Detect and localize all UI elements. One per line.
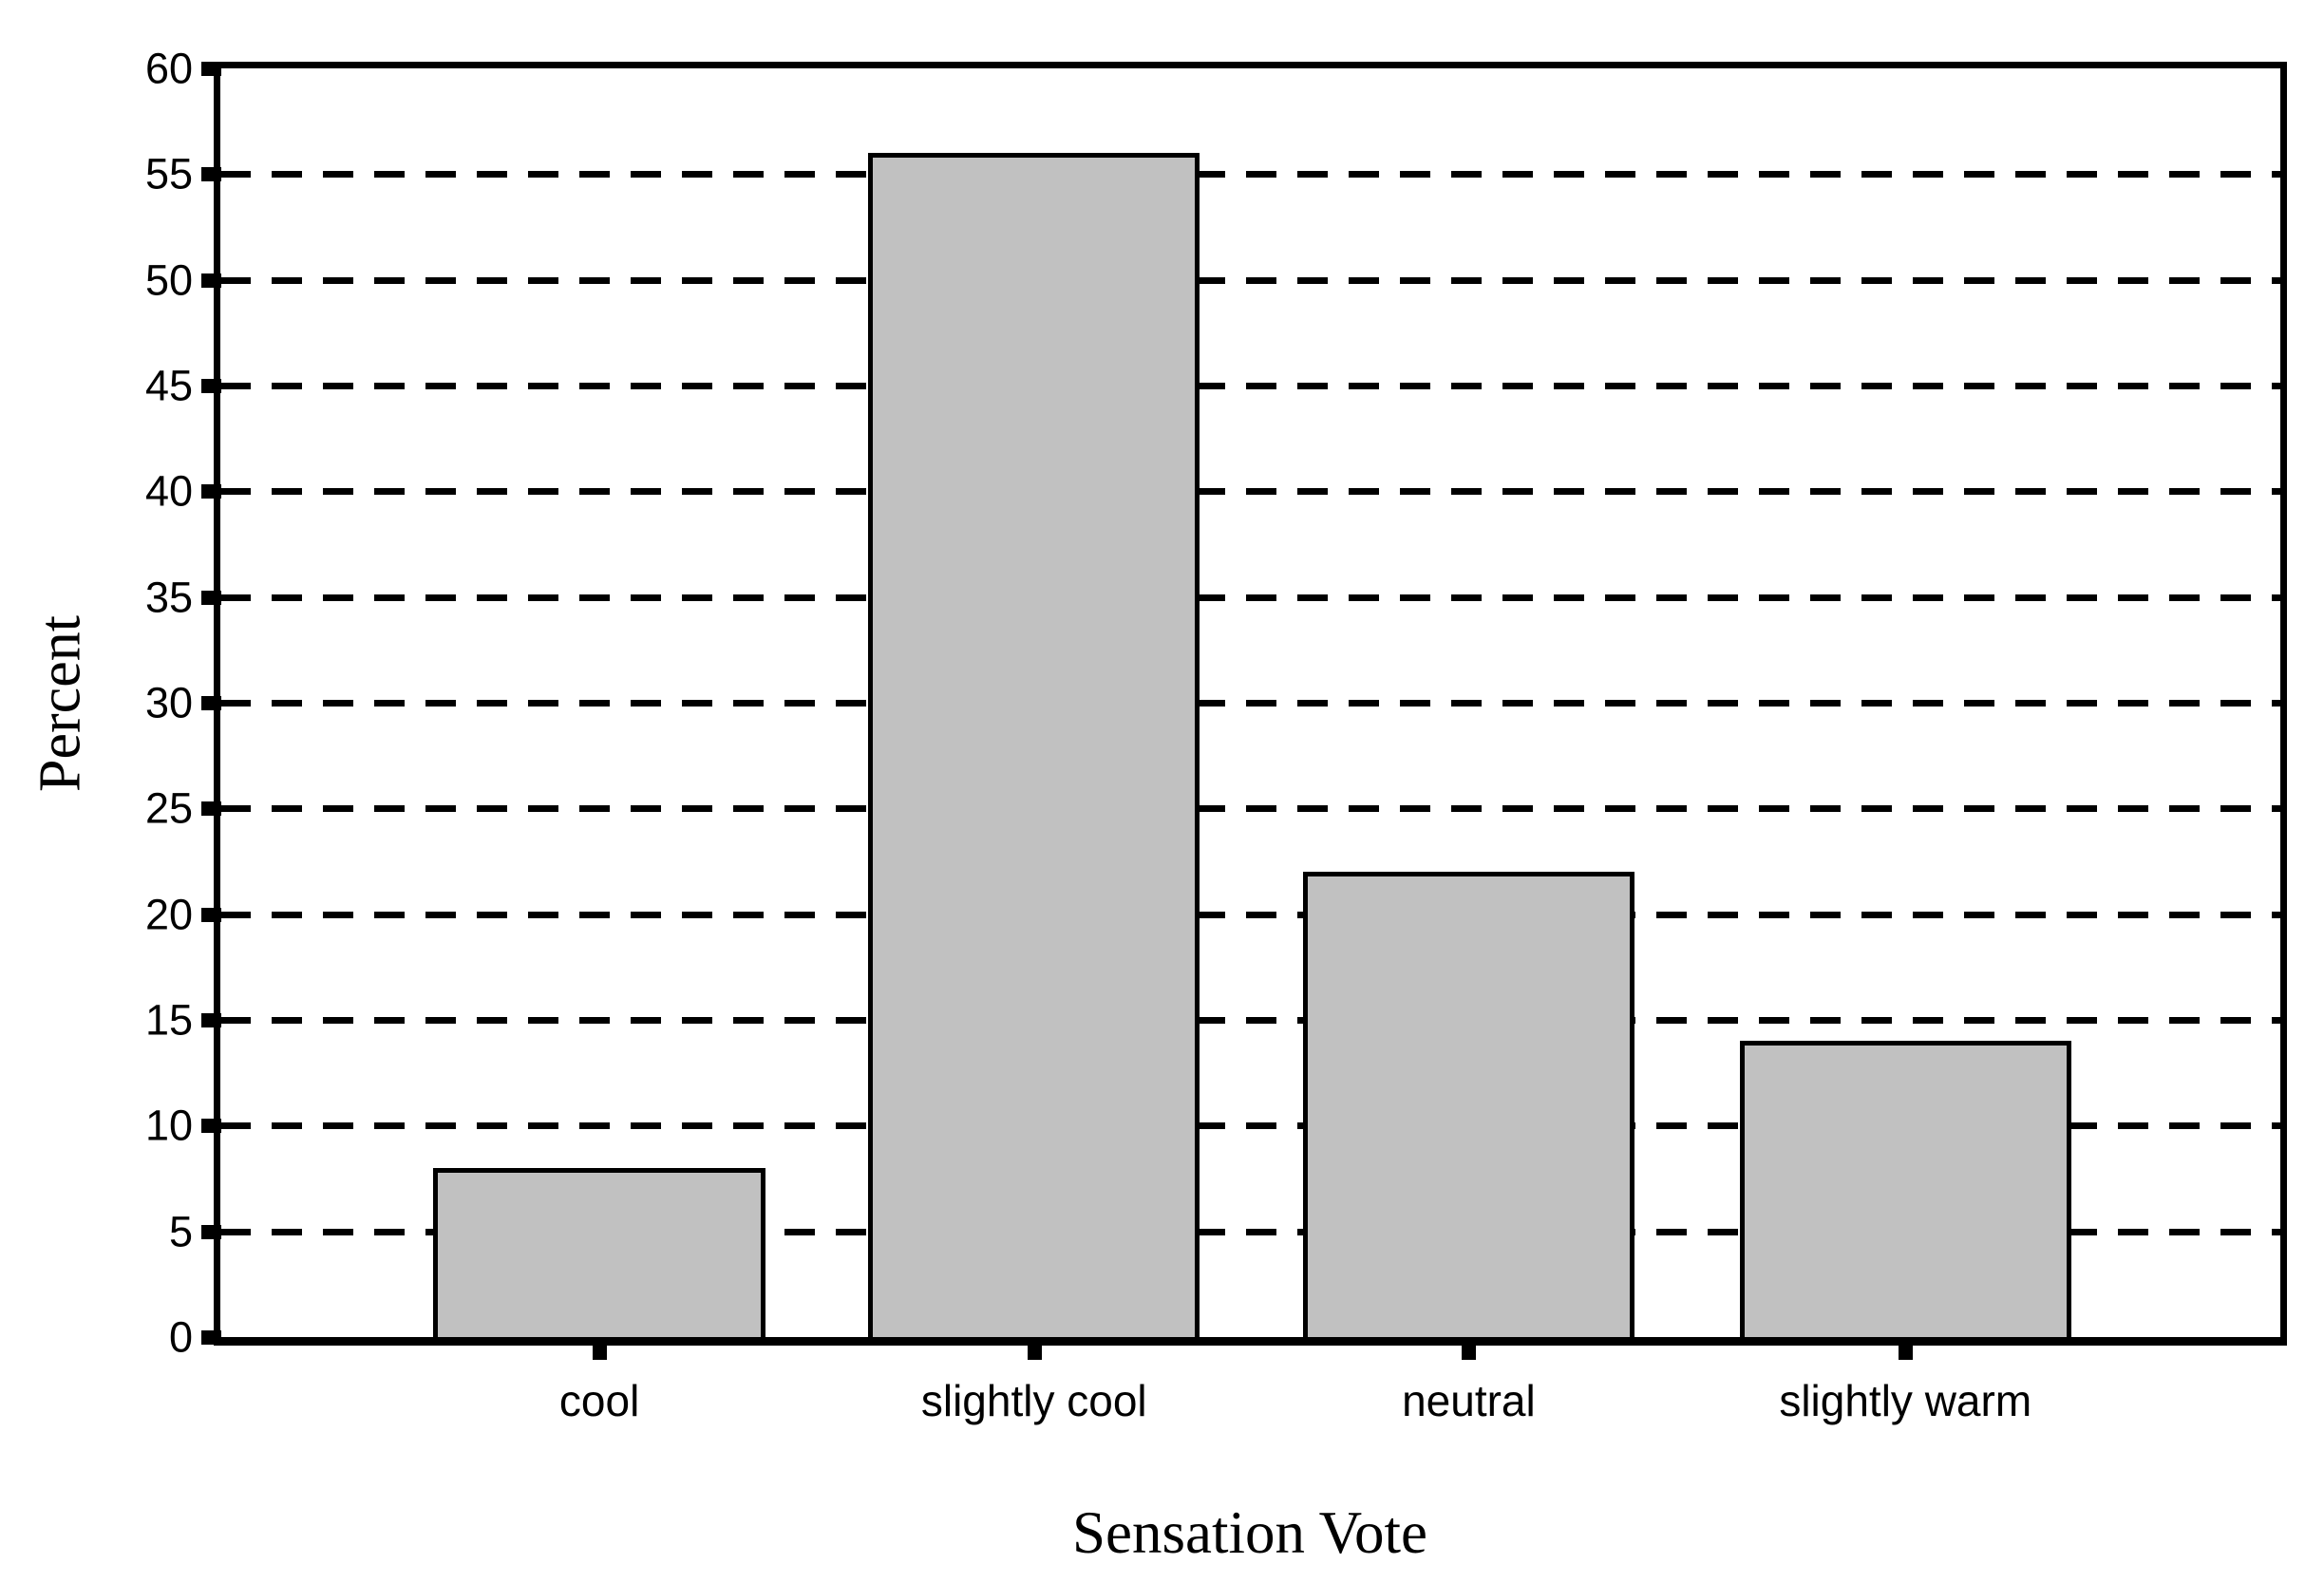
gridline-35 [220,594,2280,601]
y-tick-mark-20 [201,907,221,922]
y-tick-label-55: 55 [144,149,193,198]
y-tick-mark-55 [201,167,221,182]
x-tick-mark-slightly-warm [1899,1337,1914,1360]
y-tick-mark-50 [201,273,221,288]
y-tick-mark-30 [201,696,221,710]
y-tick-mark-25 [201,801,221,817]
y-tick-mark-45 [201,379,221,393]
y-tick-label-0: 0 [168,1312,193,1362]
y-tick-mark-60 [201,62,221,76]
gridline-10 [220,1122,2280,1130]
bar-neutral [1302,872,1634,1337]
gridline-25 [220,805,2280,813]
y-tick-mark-35 [201,590,221,605]
bar-slightly-warm [1739,1041,2071,1337]
x-axis-title: Sensation Vote [1072,1499,1427,1566]
y-tick-mark-5 [201,1224,221,1239]
gridline-40 [220,488,2280,496]
gridline-20 [220,911,2280,918]
y-tick-mark-10 [201,1119,221,1134]
x-tick-mark-cool [593,1337,608,1360]
x-category-label-slightly-warm: slightly warm [1779,1376,2032,1425]
y-tick-label-5: 5 [168,1207,193,1256]
y-tick-label-35: 35 [144,573,193,622]
y-tick-label-20: 20 [144,890,193,939]
y-tick-mark-40 [201,484,221,499]
gridline-30 [220,700,2280,707]
plot-area: 0 5 10 15 20 25 30 35 40 45 50 55 60 cool slightly coo… [145,47,2287,1423]
x-tick-mark-neutral [1462,1337,1477,1360]
y-tick-label-45: 45 [144,361,193,410]
gridline-55 [220,171,2280,179]
y-tick-label-30: 30 [144,678,193,727]
x-category-label-neutral: neutral [1402,1376,1536,1425]
x-tick-mark-slightly-cool [1027,1337,1042,1360]
x-category-label-cool: cool [558,1376,640,1425]
y-tick-label-60: 60 [144,44,193,93]
bar-cool [433,1167,765,1337]
bar-slightly-cool [868,153,1200,1337]
gridline-45 [220,383,2280,389]
y-tick-label-50: 50 [144,255,193,305]
x-category-label-slightly-cool: slightly cool [920,1376,1147,1425]
y-tick-mark-15 [201,1013,221,1027]
y-tick-label-10: 10 [144,1101,193,1150]
gridline-50 [220,276,2280,284]
gridline-5 [220,1228,2280,1235]
y-axis-title: Percent [28,615,93,792]
y-tick-mark-0 [201,1330,221,1345]
gridline-15 [220,1017,2280,1024]
y-tick-label-25: 25 [144,783,193,833]
y-tick-label-15: 15 [144,995,193,1045]
y-tick-label-40: 40 [144,466,193,516]
